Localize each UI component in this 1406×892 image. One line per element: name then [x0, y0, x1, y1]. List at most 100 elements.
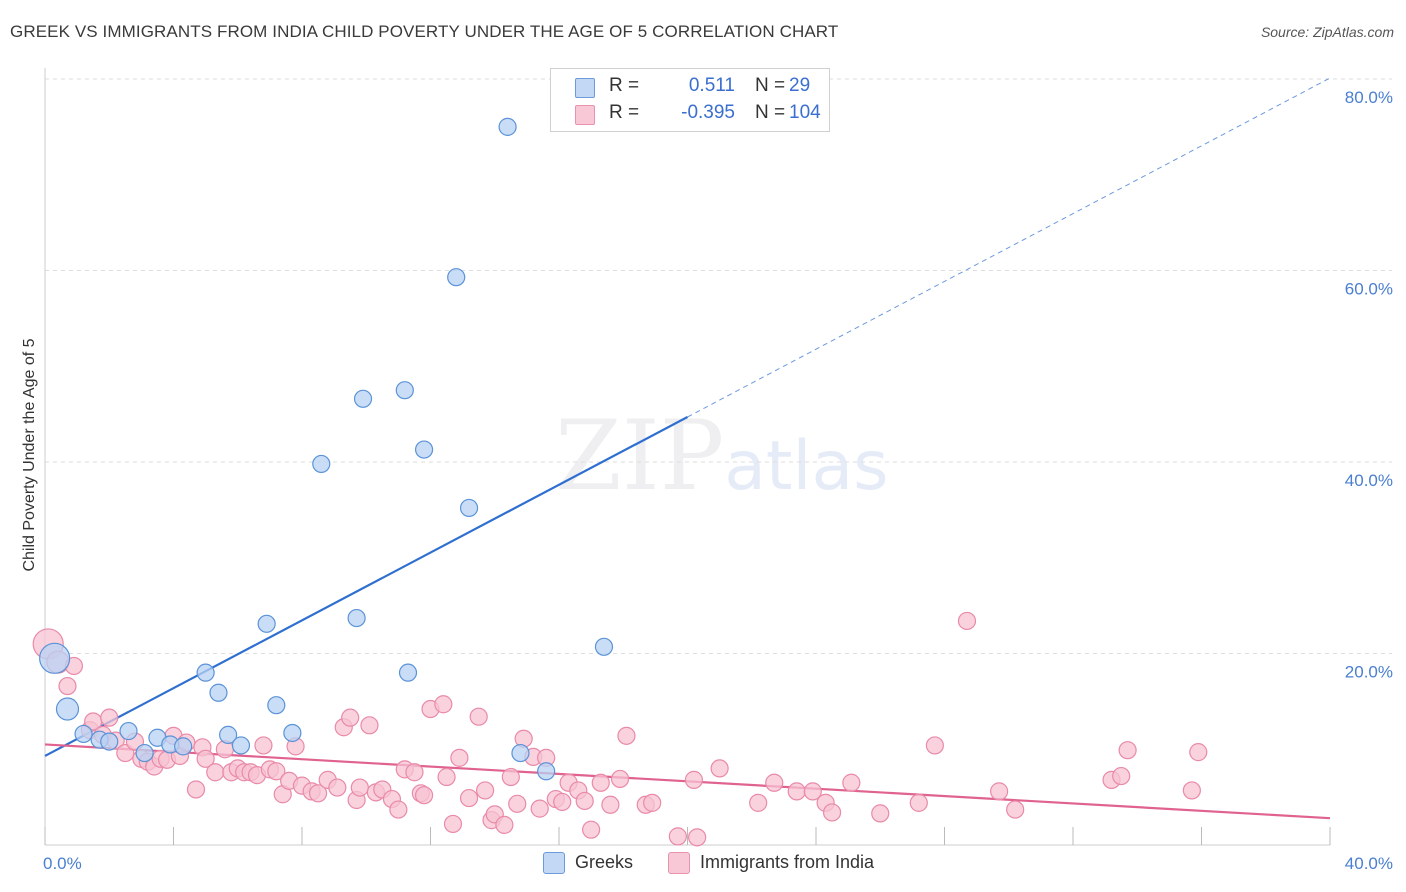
legend-r-value: 0.511 [688, 75, 735, 96]
legend-r-label: R = [609, 102, 640, 123]
india-point [350, 778, 369, 797]
india-point [437, 767, 456, 787]
india-point [186, 780, 206, 799]
greek-point [39, 642, 71, 674]
india-point [206, 763, 225, 782]
india-point [582, 820, 601, 839]
india-point [450, 748, 469, 767]
legend-n-value: 104 [789, 102, 821, 123]
india-point [749, 793, 768, 812]
legend-r-value: -0.395 [681, 102, 735, 123]
watermark: ZIPatlas [555, 400, 889, 512]
greek-point [283, 723, 302, 743]
y-tick-label: 40.0% [1345, 471, 1393, 490]
india-point [254, 736, 273, 755]
bottom-legend-label-india: Immigrants from India [700, 852, 875, 872]
india-point [1118, 741, 1137, 760]
india-point [58, 676, 77, 696]
india-point [414, 786, 434, 805]
greek-point [267, 696, 286, 715]
y-axis-label: Child Poverty Under the Age of 5 [21, 338, 38, 571]
legend-r-label: R = [609, 75, 640, 96]
india-point [1189, 743, 1208, 762]
india-point [684, 770, 704, 789]
greek-point [231, 736, 251, 755]
trend-lines [44, 77, 1331, 820]
greek-point [594, 637, 614, 656]
india-point [530, 799, 549, 818]
greek-point [55, 697, 80, 721]
axes [44, 68, 1331, 846]
india-point [267, 762, 286, 781]
greek-point [347, 608, 366, 628]
greek-point [353, 389, 373, 408]
legend: R = 0.511 N = 29 R = -0.395 N = 104 [550, 68, 830, 132]
india-point [688, 828, 707, 847]
grid-lines [45, 78, 1392, 654]
india-point [710, 759, 729, 778]
india-point [601, 795, 620, 814]
bottom-legend-label-greeks: Greeks [575, 852, 634, 872]
greek-point [209, 683, 228, 702]
india-point [434, 695, 453, 714]
india-point [1006, 800, 1025, 819]
india-point [459, 788, 479, 808]
greek-point [398, 663, 418, 682]
india-point [196, 749, 215, 768]
india-point [389, 800, 408, 819]
india-point [100, 708, 119, 727]
india-point [501, 767, 520, 787]
india-point [508, 794, 527, 813]
india-point [610, 769, 630, 789]
greek-point [219, 725, 238, 744]
y-tick-label: 80.0% [1345, 88, 1393, 107]
greek-trend-line [44, 416, 689, 757]
india-point [822, 803, 842, 822]
y-tick-label: 20.0% [1345, 663, 1393, 682]
greek-point [459, 498, 479, 518]
india-point [787, 782, 806, 801]
india-point [308, 784, 328, 803]
india-point [617, 726, 636, 745]
india-point [553, 792, 572, 812]
india-point [476, 781, 495, 800]
india-point [341, 708, 360, 727]
india-point [575, 791, 594, 811]
greek-point [511, 743, 530, 763]
watermark-zip: ZIP [555, 400, 725, 512]
x-tick-label: 40.0% [1345, 854, 1393, 873]
greek-point [196, 663, 215, 682]
tick-labels: 20.0% 40.0% 60.0% 80.0% 0.0% 40.0% [43, 88, 1393, 873]
greek-point [135, 743, 154, 763]
india-points [32, 611, 1208, 847]
greek-point [119, 721, 138, 741]
legend-swatch-greeks [575, 78, 595, 98]
greek-point [537, 762, 556, 781]
greek-point [447, 268, 466, 287]
greek-trend-extension [687, 77, 1331, 418]
india-point [765, 773, 784, 792]
india-point [990, 782, 1009, 801]
legend-n-label: N = [755, 102, 786, 123]
legend-swatch-india [575, 105, 595, 125]
india-point [957, 611, 977, 631]
india-point [925, 736, 944, 755]
x-tick-label: 0.0% [43, 854, 82, 873]
bottom-legend-swatch-greeks [543, 852, 565, 875]
greek-point [100, 732, 119, 751]
india-point [842, 773, 861, 792]
india-point [1112, 766, 1131, 786]
greek-point [74, 724, 93, 744]
bottom-legend-greeks: Greeks [543, 852, 633, 876]
india-point [328, 778, 347, 797]
india-point [591, 773, 610, 792]
source-credit: Source: ZipAtlas.com [1260, 24, 1394, 40]
y-tick-label: 60.0% [1345, 280, 1393, 299]
india-point [1182, 781, 1201, 800]
india-point [469, 707, 488, 726]
bottom-legend-india: Immigrants from India [668, 852, 874, 876]
greek-point [498, 117, 517, 136]
greek-point [395, 381, 414, 400]
watermark-atlas: atlas [724, 427, 889, 506]
